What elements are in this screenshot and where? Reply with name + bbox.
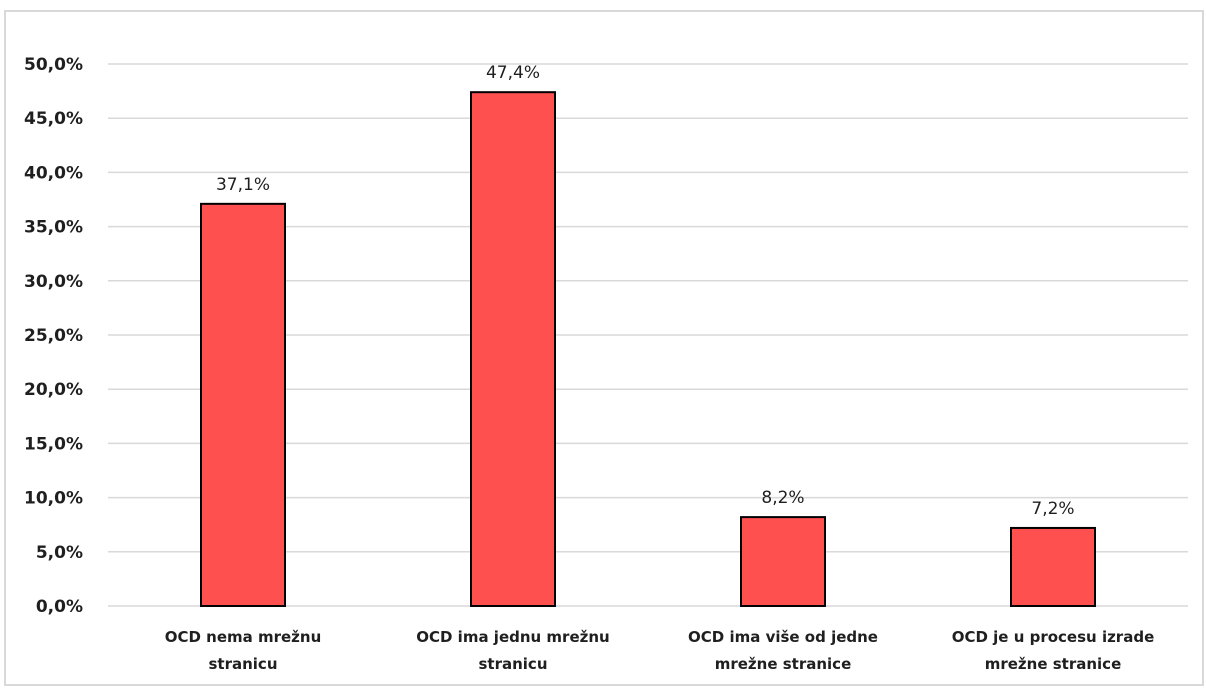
x-tick-label: OCD nema mrežnu xyxy=(165,628,322,646)
data-labels: 37,1% 47,4% 8,2% 7,2% xyxy=(216,63,1075,519)
data-label: 7,2% xyxy=(1031,499,1074,519)
bar xyxy=(470,91,556,607)
y-tick-label: 45,0% xyxy=(24,109,83,129)
y-tick-label: 40,0% xyxy=(24,163,83,183)
x-tick-label: stranicu xyxy=(478,655,547,673)
y-tick-label: 35,0% xyxy=(24,218,83,238)
x-tick-label: mrežne stranice xyxy=(985,655,1122,673)
x-axis-labels: OCD nema mrežnu stranicu OCD ima jednu mre… xyxy=(165,628,1155,673)
data-label: 47,4% xyxy=(486,63,540,83)
x-tick-label: stranicu xyxy=(208,655,277,673)
x-tick-label: mrežne stranice xyxy=(715,655,852,673)
gridlines xyxy=(108,63,1188,607)
y-tick-label: 10,0% xyxy=(24,489,83,509)
y-tick-label: 5,0% xyxy=(36,543,83,563)
bar xyxy=(740,516,826,607)
y-tick-label: 15,0% xyxy=(24,434,83,454)
y-axis-ticks: 0,0% 5,0% 10,0% 15,0% 20,0% 25,0% 30,0% 35,0% 40… xyxy=(24,55,83,617)
bar xyxy=(1010,526,1096,608)
bars xyxy=(200,91,1096,608)
data-label: 37,1% xyxy=(216,175,270,195)
y-tick-label: 25,0% xyxy=(24,326,83,346)
x-tick-label: OCD je u procesu izrade xyxy=(952,628,1155,646)
bar xyxy=(200,202,286,607)
x-tick-label: OCD ima jednu mrežnu xyxy=(416,628,609,646)
y-tick-label: 0,0% xyxy=(36,597,83,617)
y-tick-label: 50,0% xyxy=(24,55,83,75)
x-tick-label: OCD ima više od jedne xyxy=(688,628,878,646)
y-tick-label: 20,0% xyxy=(24,380,83,400)
data-label: 8,2% xyxy=(761,488,804,508)
y-tick-label: 30,0% xyxy=(24,272,83,292)
